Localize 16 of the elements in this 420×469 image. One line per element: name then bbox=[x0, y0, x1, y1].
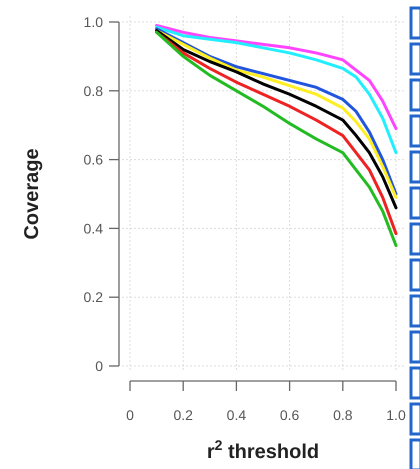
y-axis-title: Coverage bbox=[21, 148, 43, 240]
y-tick-label: 1.0 bbox=[84, 14, 104, 30]
y-tick-label: 0 bbox=[95, 358, 104, 374]
y-tick-label: 0.4 bbox=[84, 220, 104, 236]
x-tick-label: 1.0 bbox=[386, 407, 406, 423]
x-tick-label: 0.4 bbox=[226, 407, 246, 423]
x-tick-label: 0.8 bbox=[333, 407, 353, 423]
y-tick-label: 0.8 bbox=[84, 82, 104, 99]
x-tick-label: 0.2 bbox=[173, 407, 194, 423]
line-series bbox=[155, 26, 398, 154]
x-axis-title: r$^{2}$ threshold bbox=[206, 437, 320, 463]
x-tick-label: 0.6 bbox=[280, 407, 300, 423]
y-tick-label: 0.2 bbox=[84, 289, 104, 306]
line-series bbox=[155, 24, 398, 130]
x-tick-label: 0 bbox=[126, 407, 134, 423]
y-tick-label: 0.6 bbox=[84, 152, 104, 168]
